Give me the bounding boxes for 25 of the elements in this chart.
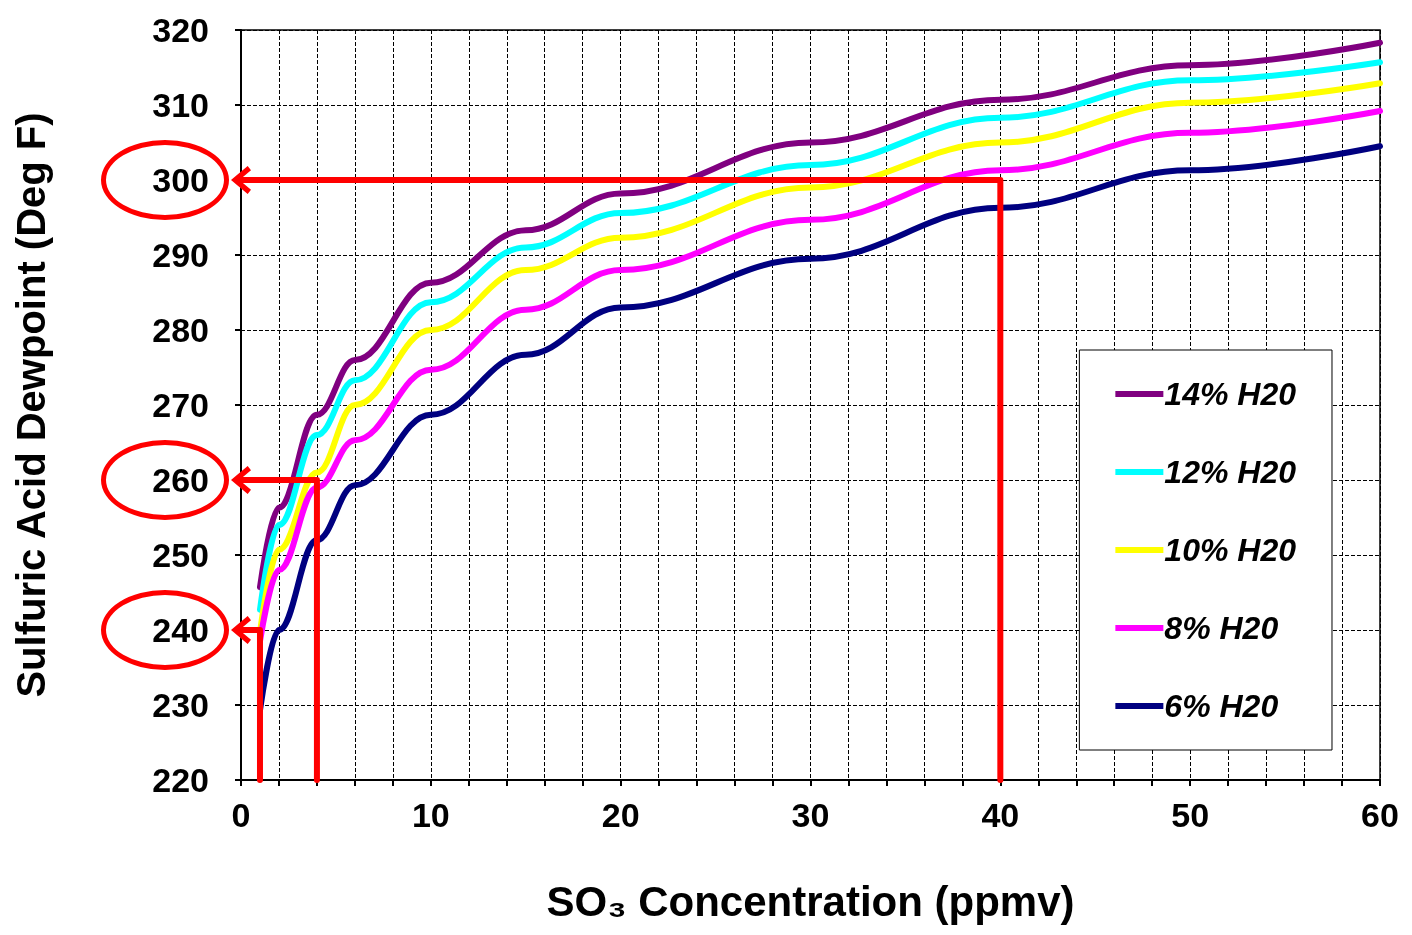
x-tick-label: 60 <box>1361 796 1399 834</box>
y-tick-label: 280 <box>152 311 209 349</box>
y-axis-title: Sulfuric Acid Dewpoint (Deg F) <box>9 112 53 698</box>
x-tick-label: 10 <box>411 796 450 834</box>
y-tick-label: 250 <box>152 536 209 574</box>
legend-label: 12% H20 <box>1164 454 1297 490</box>
legend-label: 8% H20 <box>1164 610 1279 646</box>
x-tick-label: 20 <box>601 796 640 834</box>
y-tick-label: 300 <box>152 161 209 199</box>
y-tick-label: 310 <box>152 86 209 124</box>
x-tick-label: 30 <box>791 796 830 834</box>
y-tick-label: 220 <box>152 761 209 799</box>
legend-label: 14% H20 <box>1164 376 1297 412</box>
y-tick-label: 320 <box>152 11 209 49</box>
x-tick-label: 40 <box>981 796 1020 834</box>
x-axis-title: SO₃ Concentration (ppmv) <box>546 877 1075 925</box>
x-tick-label: 0 <box>231 796 251 834</box>
y-tick-label: 230 <box>152 686 209 724</box>
x-tick-label: 50 <box>1171 796 1210 834</box>
y-tick-label: 240 <box>152 611 209 649</box>
legend-label: 10% H20 <box>1164 532 1297 568</box>
y-tick-label: 290 <box>152 236 209 274</box>
legend-label: 6% H20 <box>1164 688 1279 724</box>
y-tick-label: 270 <box>152 386 209 424</box>
y-tick-label: 260 <box>152 461 209 499</box>
